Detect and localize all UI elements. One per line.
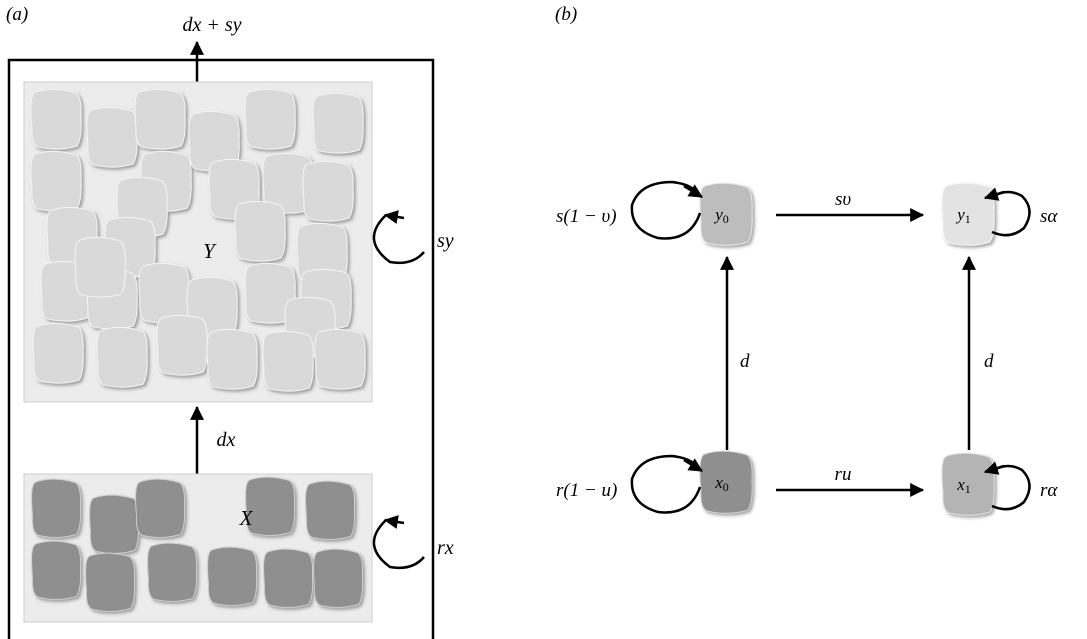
loop-y0-label: s(1 − υ) bbox=[556, 206, 617, 227]
sy-loop-label: sy bbox=[437, 230, 454, 252]
panel-a-label: (a) bbox=[6, 4, 28, 25]
loop-x0-arc bbox=[630, 454, 702, 514]
dx-label: dx bbox=[217, 429, 236, 451]
edge-x0-y0-label: d bbox=[740, 351, 750, 372]
top-outflow-label: dx + sy bbox=[182, 14, 241, 36]
loop-y0-arc bbox=[630, 180, 702, 240]
loop-x1-label: rα bbox=[1040, 480, 1058, 501]
panel-a: (a) dx + sy bbox=[6, 4, 454, 639]
sy-loop-arrow bbox=[383, 210, 405, 224]
edge-x0-x1-label: ru bbox=[835, 464, 852, 485]
rx-loop-arc bbox=[372, 519, 425, 570]
loop-y1-arc bbox=[991, 190, 1031, 237]
outer-box bbox=[7, 58, 435, 639]
panel-b: (b) y0 y1 x0 x1 sυ ru d d s(1 − υ) sα bbox=[555, 4, 1058, 516]
x-compartment-label: X bbox=[239, 506, 254, 530]
y-compartment-label: Y bbox=[203, 239, 217, 263]
rx-loop-label: rx bbox=[437, 537, 454, 559]
loop-x0-arrow bbox=[683, 458, 703, 473]
loop-x1-arrow bbox=[983, 461, 1005, 475]
sy-loop-arc bbox=[372, 214, 425, 265]
panel-b-label: (b) bbox=[555, 4, 577, 25]
edge-x1-y1-label: d bbox=[984, 351, 994, 372]
loop-x0-label: r(1 − u) bbox=[556, 480, 617, 501]
edge-y0-y1-label: sυ bbox=[835, 189, 851, 210]
loop-x1-arc bbox=[991, 464, 1031, 511]
loop-y0-arrow bbox=[683, 184, 703, 199]
loop-y1-arrow bbox=[983, 187, 1005, 201]
loop-y1-label: sα bbox=[1040, 206, 1058, 227]
rx-loop-arrow bbox=[383, 515, 405, 529]
